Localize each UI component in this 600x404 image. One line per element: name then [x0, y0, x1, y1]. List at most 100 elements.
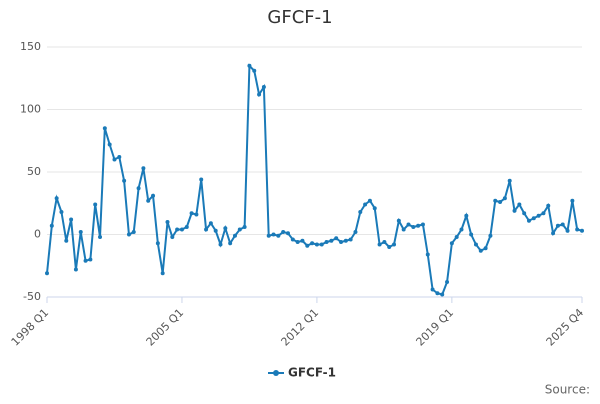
point — [445, 280, 450, 284]
point — [305, 243, 310, 248]
point — [199, 177, 204, 182]
point — [526, 218, 531, 223]
source: Source: — [545, 383, 590, 397]
point — [64, 238, 69, 243]
point — [541, 211, 546, 216]
point — [194, 212, 199, 217]
point — [160, 271, 165, 276]
point — [170, 235, 175, 239]
point — [454, 235, 459, 239]
point — [175, 227, 180, 232]
point — [387, 245, 392, 249]
y-tick-label: 0 — [34, 228, 41, 241]
point — [59, 210, 64, 214]
point — [261, 85, 266, 89]
point — [367, 198, 372, 203]
point — [242, 225, 247, 229]
point — [411, 225, 416, 229]
point — [189, 211, 194, 216]
point — [478, 248, 483, 253]
point — [213, 228, 218, 233]
point — [425, 252, 430, 257]
point — [314, 242, 319, 247]
point — [416, 223, 421, 228]
point — [339, 240, 344, 244]
x-tick-label: 2025 Q4 — [544, 306, 587, 349]
point — [107, 142, 112, 147]
legend-label: GFCF-1 — [288, 366, 336, 380]
point — [392, 242, 397, 247]
point — [406, 222, 411, 227]
point — [112, 157, 117, 162]
point — [295, 240, 300, 244]
point — [502, 196, 507, 201]
point — [449, 241, 454, 246]
y-tick-label: -50 — [23, 290, 41, 303]
point — [54, 196, 59, 201]
point — [252, 68, 257, 73]
point — [555, 223, 560, 228]
point — [565, 228, 570, 233]
y-tick-label: 100 — [20, 103, 41, 116]
point — [88, 257, 93, 262]
point — [285, 231, 290, 236]
point — [358, 210, 363, 214]
point — [420, 222, 425, 227]
point — [512, 208, 517, 213]
point — [73, 267, 78, 272]
point — [343, 238, 348, 243]
point — [78, 230, 83, 234]
legend-marker — [273, 370, 279, 376]
point — [401, 227, 406, 232]
x-tick-label: 2019 Q1 — [414, 306, 457, 349]
point — [184, 225, 189, 229]
point — [218, 242, 223, 247]
point — [498, 200, 503, 204]
point — [546, 203, 551, 208]
point — [382, 240, 387, 244]
point — [517, 202, 522, 207]
point — [165, 220, 170, 224]
point — [551, 231, 556, 236]
point — [276, 233, 281, 238]
y-tick-label: 150 — [20, 40, 41, 53]
point — [536, 213, 541, 218]
point — [98, 235, 103, 239]
point — [507, 178, 512, 183]
point — [459, 227, 464, 232]
point — [570, 198, 575, 203]
point — [228, 241, 233, 246]
point — [93, 202, 98, 207]
point — [493, 198, 498, 203]
point — [232, 233, 237, 238]
point — [348, 237, 353, 242]
point — [204, 227, 209, 232]
x-tick-label: 1998 Q1 — [9, 306, 52, 349]
point — [122, 178, 127, 183]
point — [377, 242, 382, 247]
point — [223, 226, 228, 231]
point — [319, 242, 324, 247]
x-tick-label: 2012 Q1 — [279, 306, 322, 349]
point — [131, 230, 136, 234]
point — [271, 232, 276, 237]
point — [435, 291, 440, 296]
point — [136, 186, 141, 191]
series-line — [46, 63, 583, 296]
point — [247, 63, 252, 68]
point — [560, 222, 565, 227]
point — [363, 202, 368, 207]
point — [324, 240, 329, 244]
point — [257, 92, 262, 97]
point — [430, 287, 435, 292]
point — [372, 206, 377, 211]
point — [237, 227, 242, 232]
point — [102, 126, 107, 131]
point — [45, 271, 49, 276]
point — [396, 218, 401, 223]
point — [483, 246, 488, 251]
x-tick-label: 2005 Q1 — [144, 306, 187, 349]
point — [473, 242, 478, 247]
point — [146, 198, 151, 203]
